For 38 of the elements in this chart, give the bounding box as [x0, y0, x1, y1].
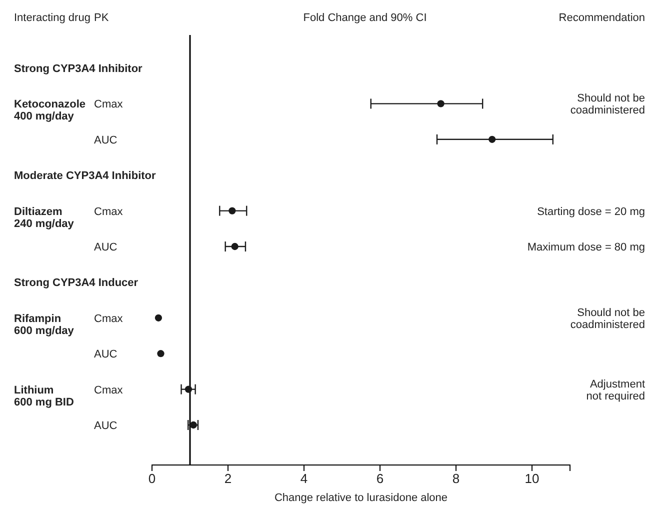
text: Should not be coadministered — [570, 306, 645, 331]
annotation: Starting dose = 20 mg — [537, 206, 645, 218]
point — [488, 136, 496, 143]
text: PK — [94, 12, 110, 24]
text: Should not be coadministered — [570, 92, 645, 117]
x-tick-label: 2 — [224, 471, 232, 486]
y-tick-label: Cmax — [94, 312, 124, 325]
text: Rifampin 600 mg/day — [14, 312, 75, 337]
text: Recommendation — [558, 12, 645, 24]
y-tick-label: Cmax — [94, 98, 124, 111]
y-tick-label: Cmax — [94, 206, 124, 218]
x-tick-label: 4 — [300, 471, 308, 486]
text: Ketoconazole 400 mg/day — [14, 98, 86, 123]
x-tick-label: 10 — [524, 471, 540, 486]
text: Lithium 600 mg BID — [14, 384, 74, 408]
point — [228, 207, 236, 214]
chart-title: Fold Change and 90% CI — [303, 12, 427, 24]
text: Interacting drug — [14, 12, 90, 24]
point — [154, 314, 162, 322]
y-tick-label: AUC — [94, 420, 118, 432]
text: Strong CYP3A4 Inducer — [14, 277, 139, 290]
point — [437, 100, 444, 108]
text: Adjustment not required — [586, 378, 645, 402]
y-tick-label: AUC — [94, 242, 118, 254]
y-tick-label: Cmax — [94, 384, 124, 396]
point — [231, 242, 238, 250]
annotation: Maximum dose = 80 mg — [527, 242, 645, 254]
x-tick-label: 0 — [148, 471, 156, 486]
y-tick-label: AUC — [94, 134, 118, 146]
point — [157, 350, 164, 358]
x-tick-label: 8 — [452, 471, 460, 486]
text: Diltiazem 240 mg/day — [14, 206, 75, 230]
text: Strong CYP3A4 Inhibitor — [14, 63, 144, 75]
x-axis-title: Change relative to lurasidone alone — [274, 492, 448, 504]
annotation: Moderate CYP3A4 Inhibitor — [14, 170, 157, 182]
y-tick-label: AUC — [94, 348, 118, 361]
point — [184, 386, 192, 393]
x-tick-label: 6 — [376, 471, 384, 486]
